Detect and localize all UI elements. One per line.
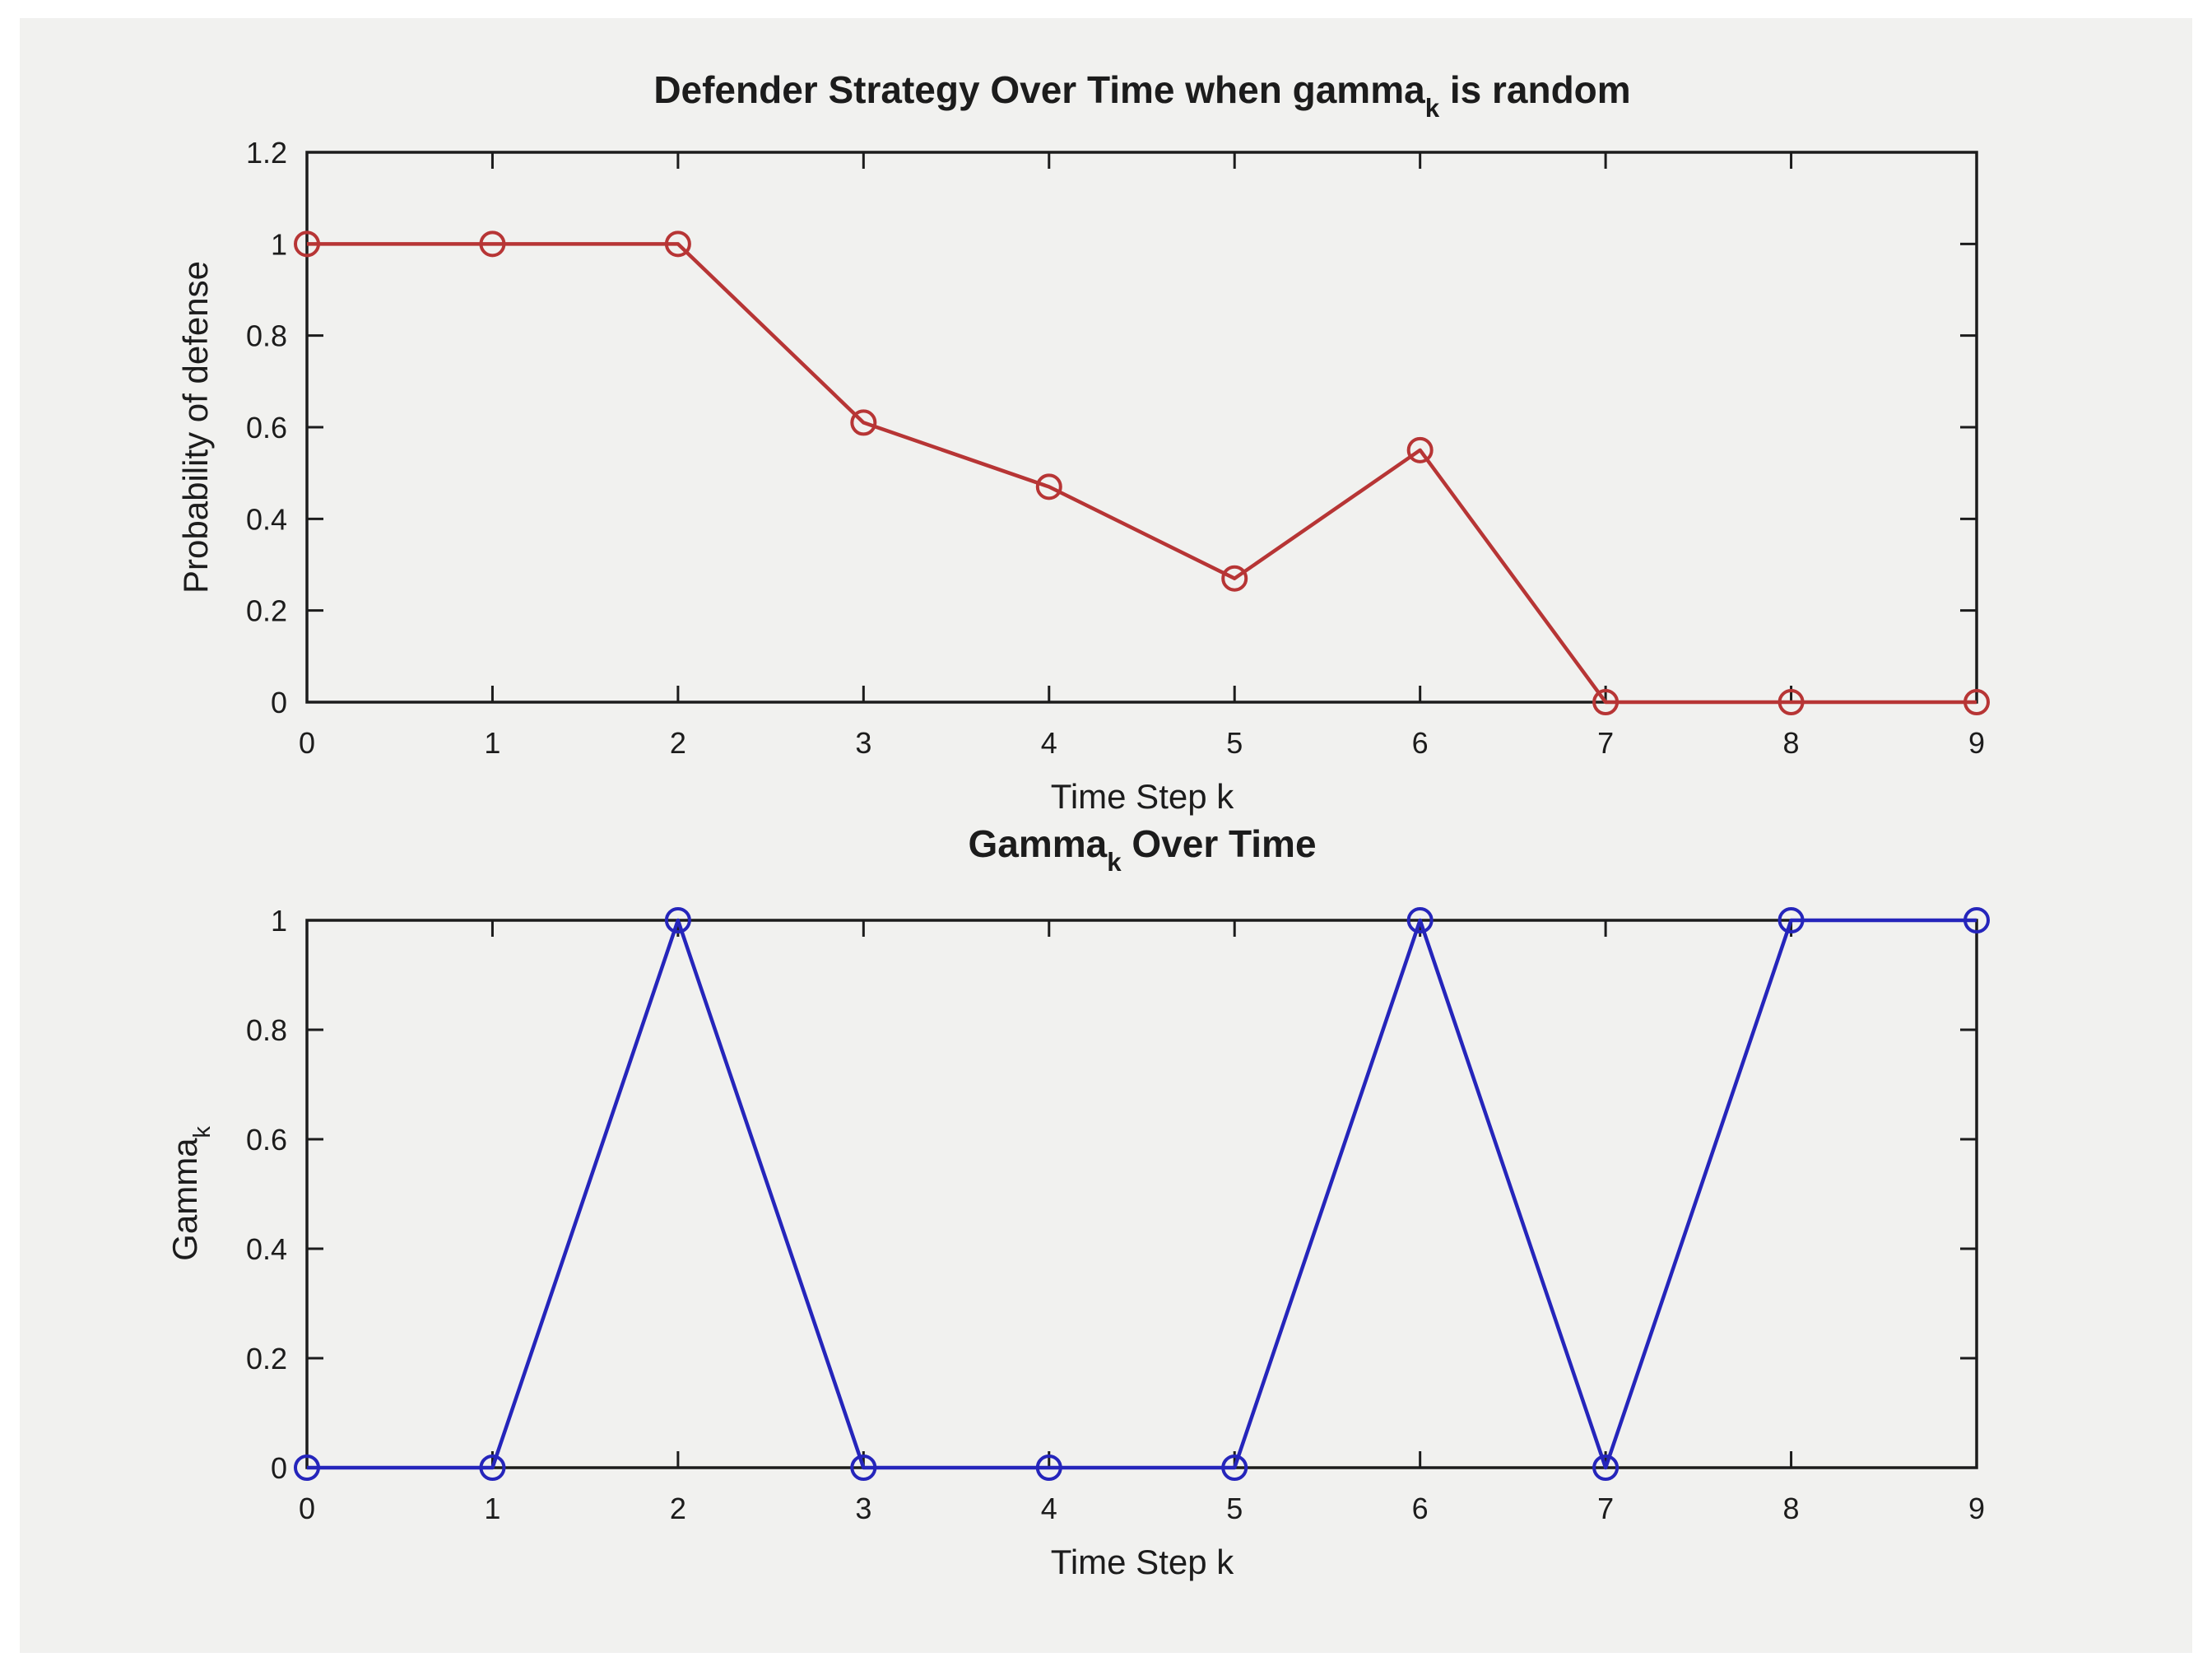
gamma-over-time-marker bbox=[1963, 907, 1990, 933]
gamma-chart-xlabel: Time Step k bbox=[1050, 1543, 1234, 1581]
x-tick-label: 2 bbox=[670, 1492, 686, 1525]
x-tick-label: 0 bbox=[299, 1492, 315, 1525]
y-tick-label: 0.4 bbox=[246, 1232, 287, 1266]
x-tick-label: 4 bbox=[1041, 1492, 1057, 1525]
gamma-over-time-marker bbox=[1406, 907, 1434, 933]
gamma-over-time-marker bbox=[850, 1455, 877, 1481]
y-tick-label: 0 bbox=[271, 1451, 287, 1485]
defender-strategy-marker bbox=[1963, 689, 1990, 715]
defender-strategy-line bbox=[307, 242, 1977, 705]
label-text: Defender Strategy Over Time when gamma bbox=[653, 67, 1425, 111]
defender-strategy-marker bbox=[850, 409, 877, 436]
y-tick-label: 0.4 bbox=[246, 502, 287, 536]
x-tick-label: 6 bbox=[1412, 1492, 1429, 1525]
defender-chart-xlabel: Time Step k bbox=[1050, 777, 1234, 816]
label-text: is random bbox=[1439, 67, 1631, 111]
y-tick-label: 0.6 bbox=[246, 411, 287, 445]
defender-strategy-marker bbox=[1592, 689, 1620, 715]
figure-canvas bbox=[20, 18, 2192, 1653]
x-tick-label: 5 bbox=[1226, 1492, 1243, 1525]
x-tick-label: 8 bbox=[1783, 726, 1800, 760]
gamma-over-time-marker bbox=[479, 1455, 506, 1481]
gamma-over-time-marker bbox=[1778, 907, 1805, 933]
y-tick-label: 1 bbox=[271, 227, 287, 261]
defender-strategy-marker bbox=[1778, 689, 1805, 715]
defender-strategy-axes-frame bbox=[305, 151, 1978, 704]
defender-strategy-marker bbox=[294, 230, 320, 258]
x-tick-label: 9 bbox=[1968, 726, 1985, 760]
x-tick-label: 3 bbox=[855, 1492, 871, 1525]
defender-strategy-marker bbox=[1221, 565, 1248, 592]
defender-strategy-marker bbox=[1406, 436, 1434, 463]
subscript-text: k bbox=[188, 1126, 216, 1138]
gamma-over-time-marker bbox=[1221, 1455, 1248, 1481]
gamma-chart-title: Gammak Over Time bbox=[968, 822, 1316, 877]
y-tick-label: 0.6 bbox=[246, 1123, 287, 1157]
gamma-over-time-marker bbox=[664, 907, 691, 933]
label-text: Gamma bbox=[968, 822, 1108, 865]
subscript-text: k bbox=[1107, 848, 1122, 877]
y-tick-label: 0.2 bbox=[246, 594, 287, 628]
y-tick-label: 0.8 bbox=[246, 319, 287, 353]
subscript-text: k bbox=[1424, 94, 1440, 123]
y-tick-label: 0 bbox=[271, 686, 287, 719]
defender-strategy-marker bbox=[479, 230, 506, 258]
defender-chart-ylabel: Probability of defense bbox=[176, 261, 216, 593]
defender-strategy-marker bbox=[664, 230, 691, 258]
gamma-over-time-marker bbox=[1592, 1455, 1620, 1481]
gamma-over-time-axes-frame bbox=[305, 919, 1978, 1469]
label-text: Probability of defense bbox=[176, 261, 215, 593]
x-tick-label: 4 bbox=[1041, 726, 1057, 760]
label-text: Gamma bbox=[165, 1138, 205, 1261]
x-tick-label: 1 bbox=[484, 726, 500, 760]
x-tick-label: 8 bbox=[1783, 1492, 1800, 1525]
x-tick-label: 6 bbox=[1412, 726, 1429, 760]
y-tick-label: 0.8 bbox=[246, 1013, 287, 1047]
defender-strategy-marker bbox=[1035, 473, 1062, 500]
gamma-chart-ylabel: Gammak bbox=[165, 1126, 216, 1261]
x-tick-label: 1 bbox=[484, 1492, 500, 1525]
y-tick-label: 0.2 bbox=[246, 1342, 287, 1375]
x-tick-label: 2 bbox=[670, 726, 686, 760]
label-text: Over Time bbox=[1121, 822, 1317, 865]
x-tick-label: 7 bbox=[1597, 1492, 1614, 1525]
x-tick-label: 3 bbox=[855, 726, 871, 760]
x-tick-label: 0 bbox=[299, 726, 315, 760]
x-tick-label: 5 bbox=[1226, 726, 1243, 760]
x-tick-label: 7 bbox=[1597, 726, 1614, 760]
gamma-over-time-marker bbox=[1035, 1455, 1062, 1481]
y-tick-label: 1.2 bbox=[246, 136, 287, 170]
y-tick-label: 1 bbox=[271, 904, 287, 938]
gamma-over-time-line bbox=[307, 918, 1977, 1470]
x-tick-label: 9 bbox=[1968, 1492, 1985, 1525]
defender-chart-title: Defender Strategy Over Time when gammak … bbox=[653, 67, 1630, 123]
gamma-over-time-marker bbox=[294, 1455, 320, 1481]
